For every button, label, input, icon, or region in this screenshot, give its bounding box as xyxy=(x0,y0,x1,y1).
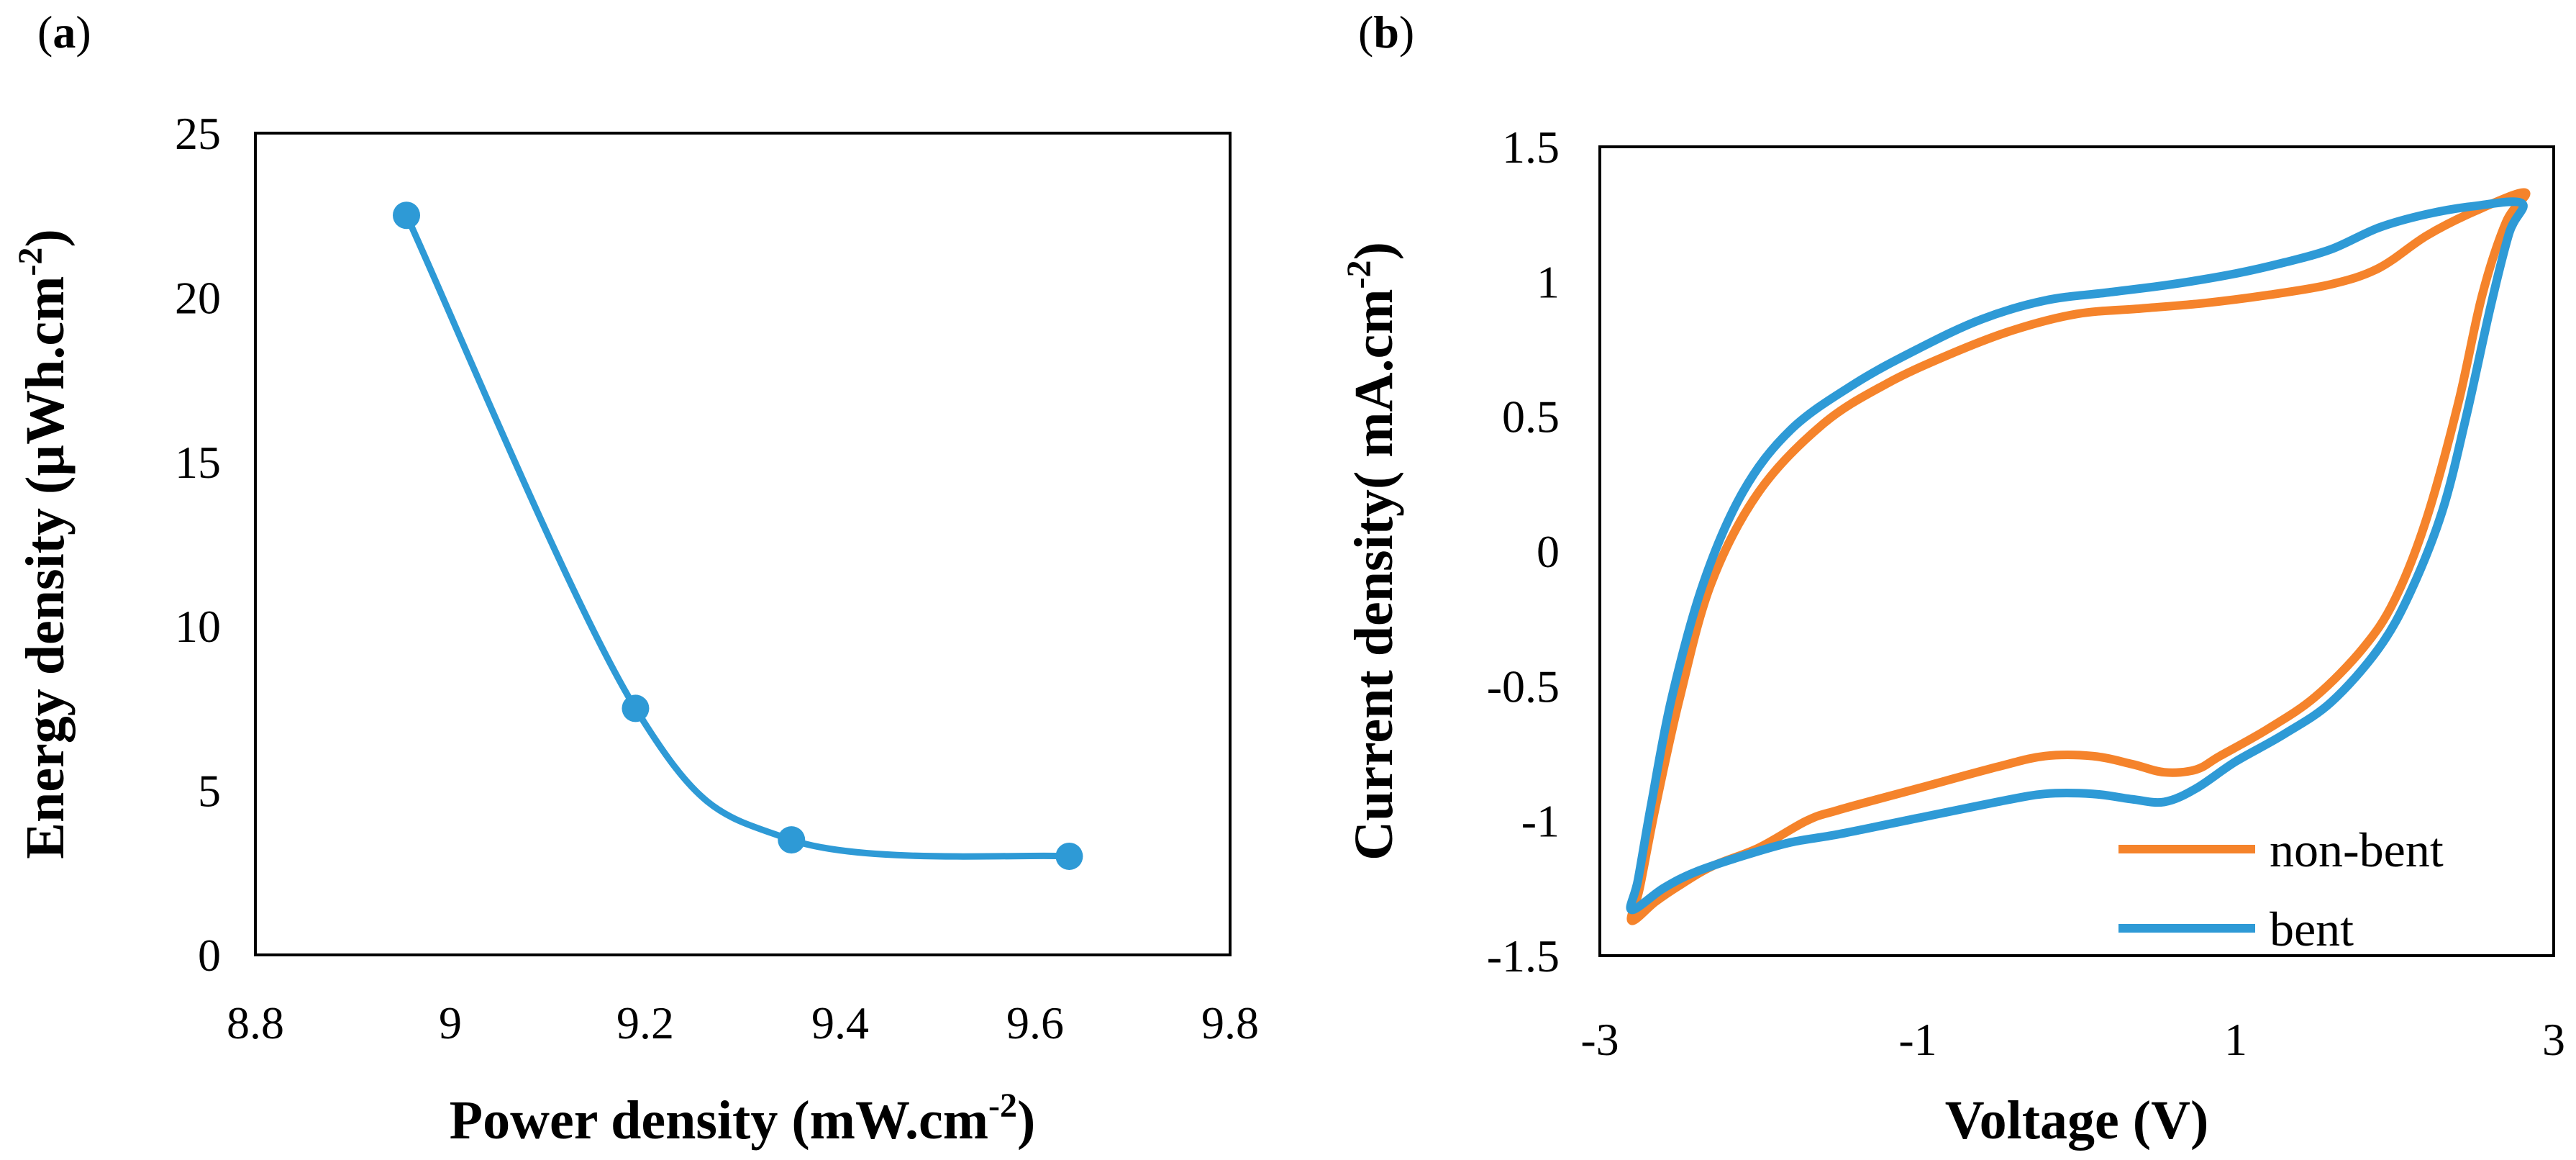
y-axis-title-b: Current density( mA.cm-2) xyxy=(1340,242,1404,861)
y-tick-labels-a: 0 5 10 15 20 25 xyxy=(175,108,221,981)
legend-label-bent: bent xyxy=(2270,902,2354,956)
y-tick-label-a: 20 xyxy=(175,272,221,323)
data-point-marker xyxy=(622,694,650,722)
y-tick-label-b: -1.5 xyxy=(1487,930,1560,982)
panel-b-cyclic-voltammetry: 1.510.50-0.5-1-1.5 -3 -1 1 3 non-bent bent … xyxy=(1340,122,2565,1151)
y-tick-label-b: 0.5 xyxy=(1502,391,1560,443)
plot-area-b xyxy=(1598,145,2555,957)
series-non-bent-curve xyxy=(1626,188,2531,925)
x-tick-label-b: 3 xyxy=(2542,1014,2565,1065)
data-point-marker xyxy=(778,826,806,854)
panel-a-label: (a) xyxy=(37,6,91,58)
x-tick-label-a: 9.6 xyxy=(1006,997,1064,1048)
legend: non-bent bent xyxy=(2118,823,2444,956)
x-tick-label-a: 8.8 xyxy=(227,997,284,1048)
x-tick-label-b: -1 xyxy=(1898,1014,1936,1065)
panel-b-label: (b) xyxy=(1358,6,1414,58)
x-tick-label-a: 9.4 xyxy=(811,997,869,1048)
x-tick-label-a: 9.8 xyxy=(1201,997,1259,1048)
y-tick-label-b: 1 xyxy=(1537,256,1560,307)
x-tick-label-b: 1 xyxy=(2224,1014,2247,1065)
y-tick-labels-b: 1.5 1 0.5 0 -0.5 -1 -1.5 xyxy=(1487,122,1560,982)
y-axis-title-a: Energy density (µWh.cm-2) xyxy=(12,229,76,858)
x-axis-title-b: Voltage (V) xyxy=(1945,1090,2209,1151)
y-tick-label-a: 15 xyxy=(175,437,221,488)
series-bent-curve xyxy=(1626,197,2528,915)
y-tick-label-b: -0.5 xyxy=(1487,661,1560,712)
energy-density-line xyxy=(403,212,1073,860)
y-tick-label-a: 0 xyxy=(198,930,221,981)
y-tick-label-b: -1 xyxy=(1521,796,1560,847)
x-tick-labels-b: -3 -1 1 3 xyxy=(1580,1014,2565,1065)
x-tick-label-b: -3 xyxy=(1580,1014,1619,1065)
legend-label-non-bent: non-bent xyxy=(2270,823,2444,877)
y-tick-label-a: 10 xyxy=(175,601,221,652)
x-tick-label-a: 9 xyxy=(439,997,462,1048)
data-point-marker xyxy=(1055,842,1083,870)
y-tick-label-a: 5 xyxy=(198,766,221,817)
data-point-marker xyxy=(393,201,421,230)
y-tick-label-b: 0 xyxy=(1537,526,1560,577)
energy-density-markers xyxy=(393,201,1083,870)
x-tick-labels-a: 8.8 9 9.2 9.4 9.6 9.8 xyxy=(227,997,1259,1048)
x-axis-title-a: Power density (mW.cm-2) xyxy=(450,1087,1036,1151)
y-tick-label-a: 25 xyxy=(175,108,221,159)
plot-area-a xyxy=(254,132,1232,956)
y-tick-label-b: 1.5 xyxy=(1502,122,1560,173)
x-tick-label-a: 9.2 xyxy=(616,997,674,1048)
panel-a-energy-vs-power: 0 5 10 15 20 25 8.8 9 9.2 9.4 9.6 9.8 Power densit… xyxy=(12,108,1259,1151)
